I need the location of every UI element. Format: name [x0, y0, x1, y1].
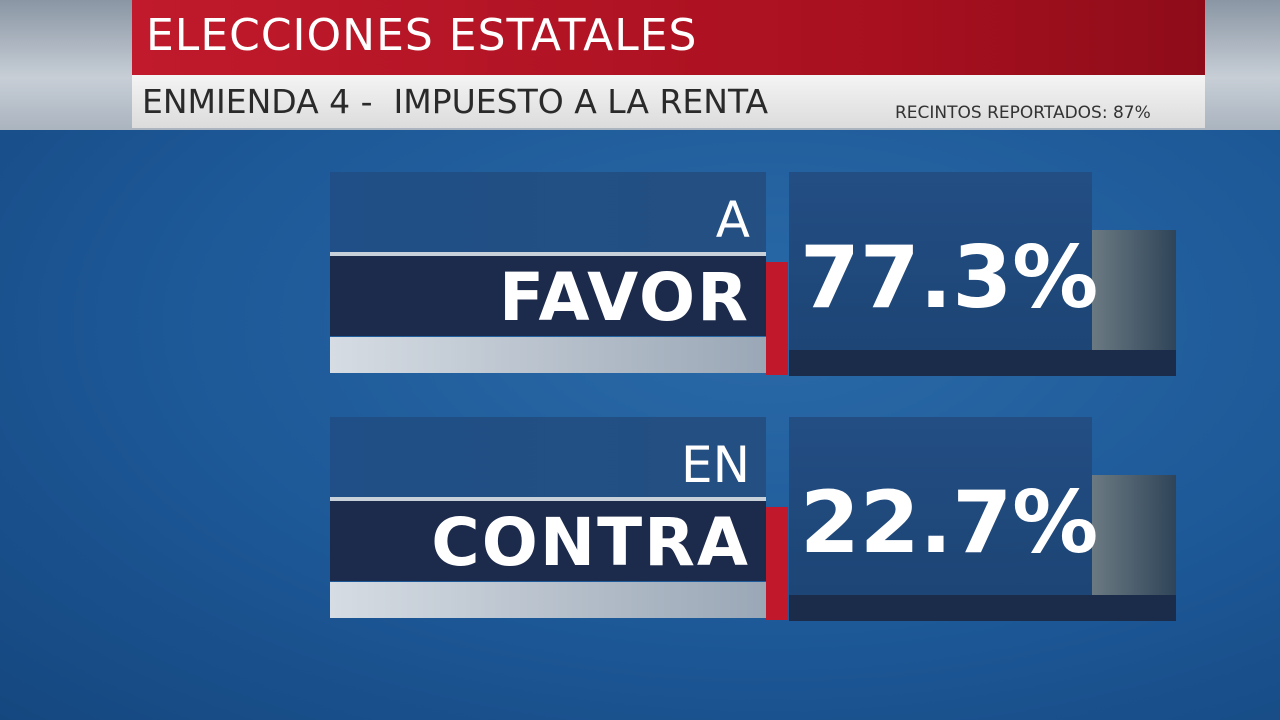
- divider: [330, 252, 766, 256]
- value-strip: [789, 595, 1176, 621]
- option-label-top: A: [715, 191, 750, 249]
- result-row: A FAVOR 77.3%: [0, 172, 1280, 382]
- label-bottom-panel: [330, 501, 766, 581]
- value-strip: [789, 350, 1176, 376]
- value-shadow: [1092, 230, 1176, 350]
- result-row: EN CONTRA 22.7%: [0, 417, 1280, 627]
- subtitle-background: [132, 75, 1205, 128]
- value-shadow: [1092, 475, 1176, 595]
- label-bottom-panel: [330, 256, 766, 336]
- result-value: 22.7%: [800, 473, 1099, 573]
- divider: [330, 497, 766, 501]
- option-label-bottom: FAVOR: [499, 259, 750, 336]
- result-value: 77.3%: [800, 228, 1099, 328]
- option-label-top: EN: [681, 436, 750, 494]
- title: ELECCIONES ESTATALES: [146, 10, 698, 61]
- accent: [766, 262, 788, 375]
- label-top-panel: [330, 417, 766, 497]
- precincts-reported: RECINTOS REPORTADOS: 87%: [895, 103, 1151, 123]
- value-panel: [789, 172, 1092, 350]
- option-label-bottom: CONTRA: [431, 504, 750, 581]
- label-footer: [330, 337, 766, 373]
- accent: [766, 507, 788, 620]
- label-footer: [330, 582, 766, 618]
- subtitle: ENMIENDA 4 - IMPUESTO A LA RENTA: [142, 82, 769, 121]
- label-top-panel: [330, 172, 766, 252]
- title-background: [132, 0, 1205, 75]
- value-panel: [789, 417, 1092, 595]
